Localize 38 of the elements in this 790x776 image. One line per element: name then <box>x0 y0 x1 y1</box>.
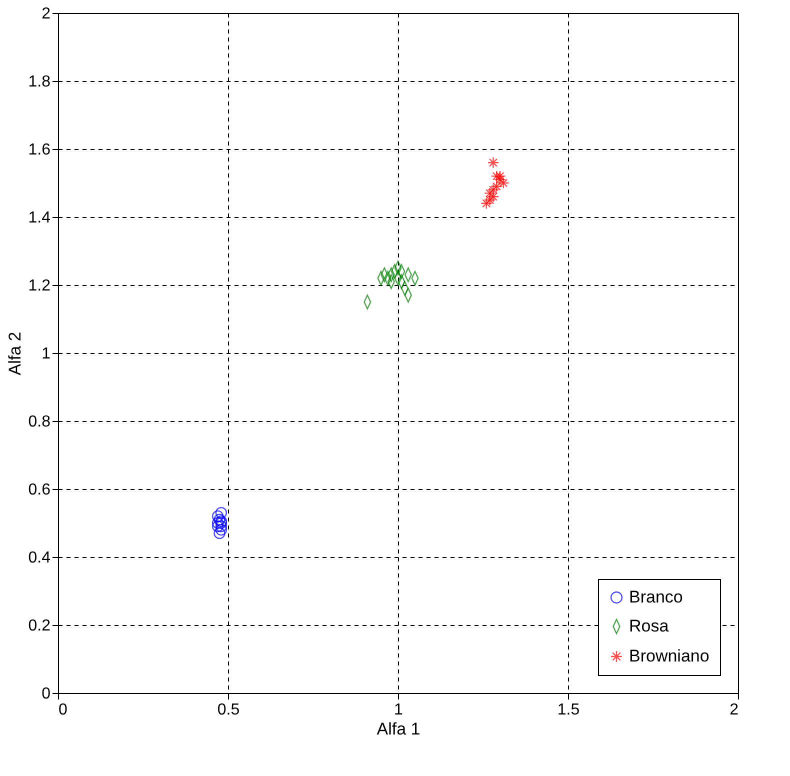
point <box>494 170 506 182</box>
point <box>214 527 226 540</box>
point <box>212 520 224 532</box>
y-tick-label: 0.2 <box>28 618 51 634</box>
point <box>484 194 496 206</box>
legend-label: Rosa <box>629 616 670 636</box>
y-tick-label: 0.6 <box>28 482 51 498</box>
x-tick-label: 0.5 <box>217 702 240 718</box>
point <box>487 184 500 196</box>
y-tick-label: 0.4 <box>28 550 51 566</box>
legend-label: Branco <box>629 588 683 606</box>
y-tick-label: 0 <box>42 686 51 702</box>
point <box>498 177 510 189</box>
x-tick-label: 0 <box>58 702 68 718</box>
x-tick-label: 1.5 <box>557 702 580 718</box>
point <box>484 187 496 200</box>
y-axis-title: Alfa 2 <box>5 332 24 376</box>
point <box>215 524 228 536</box>
x-tick-label: 2 <box>730 702 739 718</box>
legend-label: Browniano <box>629 646 710 666</box>
y-tick-label: 2 <box>42 6 51 22</box>
y-tick-label: 1 <box>42 346 51 362</box>
x-tick-label: 1 <box>394 702 404 718</box>
point <box>480 198 492 210</box>
point <box>490 170 502 182</box>
y-tick-label: 0.8 <box>28 414 51 430</box>
point <box>487 156 500 168</box>
point <box>212 510 224 522</box>
y-tick-label: 1.8 <box>28 74 51 90</box>
point <box>215 506 228 519</box>
point <box>215 520 228 532</box>
y-tick-label: 1.6 <box>28 142 51 158</box>
point <box>487 190 500 202</box>
x-axis-title: Alfa 1 <box>376 720 420 738</box>
point <box>490 180 502 192</box>
y-tick-label: 1.2 <box>28 278 51 294</box>
y-tick-label: 1.4 <box>28 210 51 226</box>
point <box>212 517 224 529</box>
